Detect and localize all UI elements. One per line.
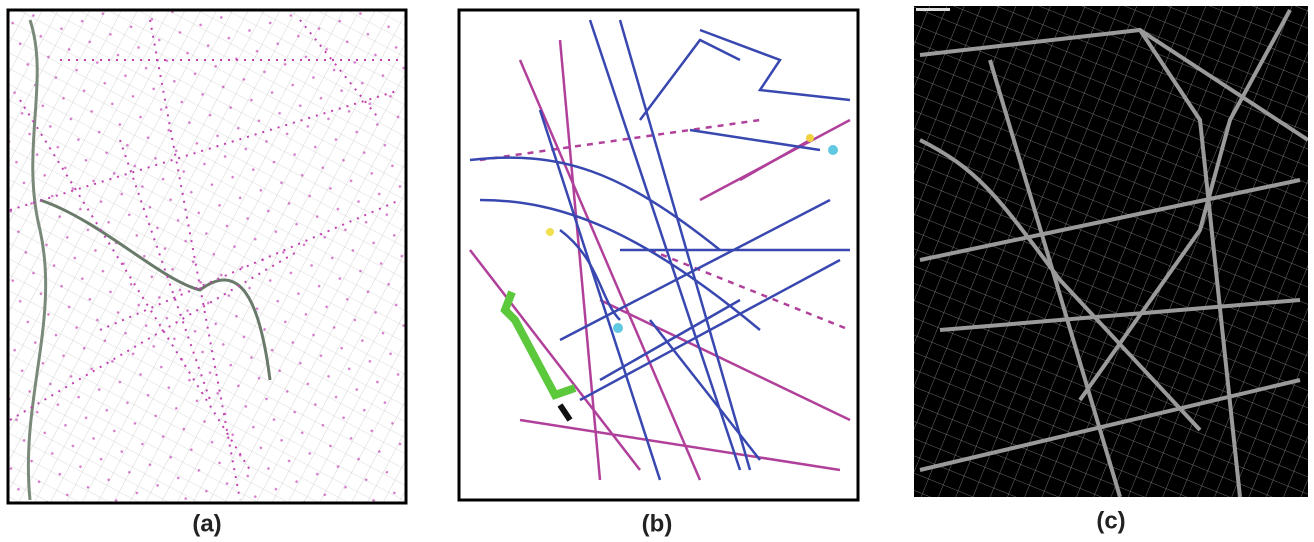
map-c — [914, 6, 1308, 497]
map-b — [459, 10, 858, 500]
figure: (a) (b) (c) — [0, 0, 1314, 542]
panel-label: (b) — [642, 510, 673, 537]
panel-label: (c) — [1096, 507, 1125, 534]
panel-label: (a) — [192, 510, 221, 537]
map-a — [8, 10, 406, 503]
